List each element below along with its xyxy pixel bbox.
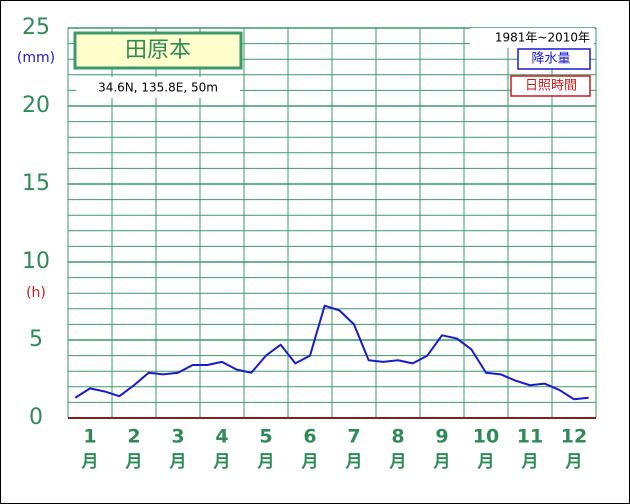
- x-unit-label: 月: [257, 452, 275, 472]
- x-unit-label: 月: [433, 452, 451, 472]
- x-tick-label: 4: [215, 426, 228, 448]
- y-tick-label: 10: [22, 249, 50, 274]
- x-unit-label: 月: [81, 452, 99, 472]
- x-tick-label: 8: [391, 426, 404, 448]
- marks: [74, 304, 589, 401]
- x-tick-label: 10: [473, 426, 499, 448]
- chart-title: 田原本: [125, 38, 191, 63]
- x-unit-label: 月: [521, 452, 539, 472]
- legend-item: 日照時間: [510, 75, 591, 97]
- x-tick-label: 2: [127, 426, 140, 448]
- y-unit: (mm): [17, 50, 55, 66]
- y-tick-label: 15: [22, 171, 50, 196]
- x-tick-label: 5: [259, 426, 272, 448]
- y-tick-label: 0: [29, 405, 43, 430]
- period-box: [470, 28, 594, 48]
- x-tick-label: 11: [517, 426, 543, 448]
- legend-label: 降水量: [531, 52, 570, 67]
- y2-unit: (h): [26, 285, 46, 301]
- y-tick-label: 5: [29, 327, 43, 352]
- x-unit-label: 月: [301, 452, 319, 472]
- title-box: [73, 31, 243, 70]
- legend-box: [517, 48, 591, 70]
- grid: [67, 27, 597, 419]
- x-tick-label: 12: [561, 426, 587, 448]
- y-tick-label: 20: [22, 93, 50, 118]
- x-unit-label: 月: [169, 452, 187, 472]
- x-unit-label: 月: [213, 452, 231, 472]
- period: 1981年~2010年: [495, 31, 590, 45]
- x-tick-label: 6: [303, 426, 316, 448]
- subtitle: 34.6N, 135.8E, 50m: [98, 81, 218, 95]
- x-unit-label: 月: [125, 452, 143, 472]
- x-unit-label: 月: [345, 452, 363, 472]
- x-tick-label: 7: [347, 426, 360, 448]
- data-line: [74, 304, 589, 401]
- x-tick-label: 3: [171, 426, 184, 448]
- x-unit-label: 月: [565, 452, 583, 472]
- legend-item: 降水量: [517, 48, 591, 70]
- x-tick-label: 9: [435, 426, 448, 448]
- subtitle-box: [76, 77, 240, 98]
- legend-box: [510, 75, 591, 97]
- x-tick-label: 1: [83, 426, 96, 448]
- x-unit-label: 月: [389, 452, 407, 472]
- legend-label: 日照時間: [525, 79, 577, 94]
- x-unit-label: 月: [477, 452, 495, 472]
- y-tick-label: 25: [22, 15, 50, 40]
